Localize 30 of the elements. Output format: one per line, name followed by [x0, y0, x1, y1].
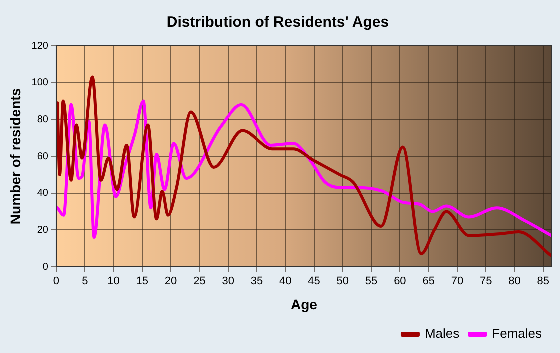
x-tick-label: 0: [53, 276, 60, 288]
legend-label: Males: [424, 326, 460, 342]
y-tick-label: 40: [37, 188, 49, 200]
chart-title: Distribution of Residents' Ages: [166, 14, 390, 32]
x-tick-label: 5: [82, 276, 88, 288]
x-tick-label: 45: [308, 276, 320, 288]
x-tick-label: 25: [194, 276, 206, 288]
x-tick-label: 20: [164, 276, 178, 288]
x-tick-label: 30: [222, 276, 234, 288]
x-tick-label: 35: [250, 276, 264, 288]
x-tick-label: 40: [280, 276, 292, 288]
x-tick-label: 55: [365, 276, 378, 288]
y-axis-title: Number of residents: [7, 88, 24, 225]
x-tick-label: 70: [451, 276, 464, 288]
x-tick-label: 80: [508, 276, 521, 288]
x-axis-title: Age: [291, 296, 318, 312]
x-tick-label: 75: [480, 276, 492, 288]
x-tick-label: 65: [422, 276, 435, 288]
y-tick-label: 80: [37, 114, 49, 126]
x-tick-label: 15: [136, 276, 149, 288]
y-tick-label: 60: [37, 151, 49, 162]
y-tick-label: 20: [37, 224, 49, 236]
y-tick-label: 120: [32, 40, 49, 52]
y-tick-label: 0: [42, 262, 49, 273]
x-tick-label: 50: [336, 276, 350, 288]
x-tick-label: 10: [108, 276, 120, 288]
y-tick-label: 100: [32, 78, 49, 89]
x-tick-label: 60: [394, 276, 406, 288]
legend-label: Females: [492, 326, 542, 342]
x-tick-label: 85: [537, 276, 550, 288]
